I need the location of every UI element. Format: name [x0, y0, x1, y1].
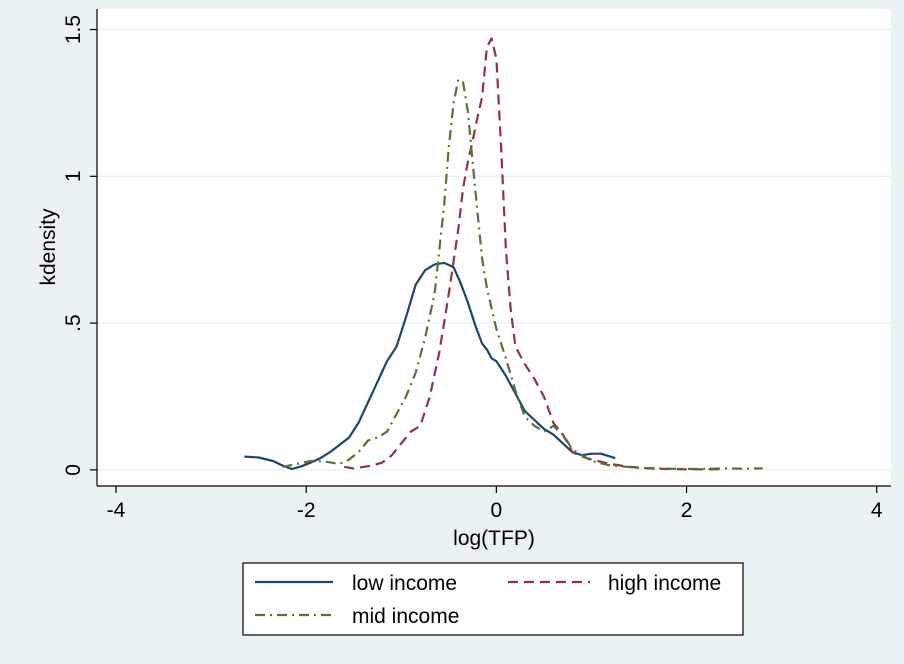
legend-label-low-income: low income [352, 572, 457, 595]
series-lines [244, 37, 763, 471]
tick-marks: 0 .5 1 1.5 -4 -2 0 2 4 [62, 15, 883, 522]
legend-box [242, 562, 744, 636]
y-tick-label: 0 [62, 464, 85, 476]
x-axis-label: log(TFP) [453, 527, 535, 550]
x-tick-label: 0 [491, 499, 503, 522]
plot-background [97, 9, 891, 486]
legend-label-high-income: high income [608, 572, 721, 595]
y-tick-label: 1.5 [62, 15, 85, 44]
y-tick-label: .5 [62, 314, 85, 332]
y-tick-label: 1 [62, 170, 85, 182]
y-axis-label: kdensity [37, 208, 60, 286]
series-line-low-income [244, 261, 616, 471]
legend-label-mid-income: mid income [352, 605, 459, 628]
x-tick-label: 4 [871, 499, 883, 522]
x-tick-label: 2 [681, 499, 693, 522]
legend: low income high income mid income [242, 562, 744, 636]
axes [96, 9, 891, 487]
series-line-high-income [344, 37, 725, 471]
x-tick-label: -2 [297, 499, 316, 522]
series-line-mid-income [282, 78, 763, 471]
x-tick-label: -4 [107, 499, 126, 522]
